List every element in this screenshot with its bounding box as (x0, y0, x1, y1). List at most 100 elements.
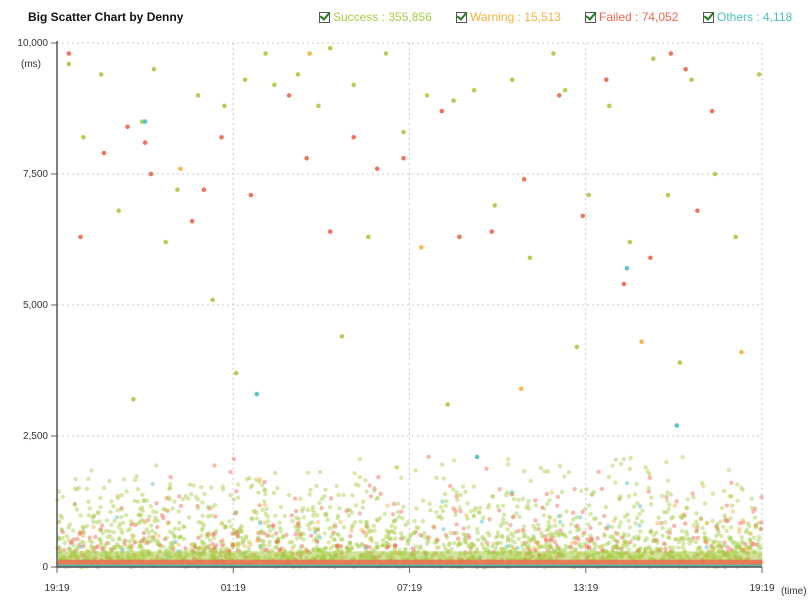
scatter-point (310, 507, 315, 513)
scatter-point (605, 541, 610, 547)
scatter-point (187, 482, 193, 487)
point-success (471, 87, 477, 93)
scatter-point (719, 533, 724, 539)
scatter-point (561, 532, 567, 537)
scatter-point (619, 535, 625, 540)
scatter-point (355, 543, 360, 548)
scatter-point (743, 529, 748, 535)
scatter-point (555, 545, 561, 550)
legend-item-failed[interactable]: Failed : 74,052 (585, 10, 678, 24)
scatter-point (137, 541, 142, 546)
scatter-point (254, 538, 260, 544)
scatter-point (498, 540, 503, 546)
scatter-point (154, 463, 159, 468)
legend-item-warning[interactable]: Warning : 15,513 (456, 10, 561, 24)
scatter-point (266, 543, 272, 548)
scatter-point (326, 540, 332, 545)
scatter-point (740, 487, 745, 492)
scatter-point (569, 521, 574, 527)
legend-item-others[interactable]: Others : 4,118 (703, 10, 792, 24)
scatter-point (372, 488, 377, 494)
scatter-point (119, 507, 124, 512)
scatter-point (141, 498, 146, 503)
scatter-point (335, 513, 341, 519)
scatter-point (466, 525, 471, 530)
scatter-point (233, 510, 238, 515)
scatter-point (235, 531, 240, 536)
scatter-point (493, 545, 499, 551)
scatter-point (416, 525, 421, 531)
scatter-point (199, 520, 204, 525)
scatter-point (563, 547, 568, 552)
scatter-point (347, 540, 352, 545)
scatter-point (623, 514, 628, 519)
scatter-point (263, 491, 268, 497)
scatter-point (485, 530, 490, 535)
legend-separator: : (514, 10, 525, 24)
scatter-point (258, 531, 263, 536)
point-warning (518, 386, 524, 392)
legend-item-success[interactable]: Success : 355,856 (319, 10, 432, 24)
scatter-point (212, 547, 217, 552)
checkbox-warning-icon[interactable] (456, 11, 467, 23)
scatter-point (150, 509, 156, 514)
scatter-point (434, 537, 439, 542)
scatter-point (247, 476, 252, 481)
scatter-point (487, 517, 492, 522)
x-tick-label: 19:19 (44, 583, 69, 594)
scatter-point (358, 519, 363, 524)
scatter-point (440, 508, 446, 514)
scatter-point (176, 535, 182, 540)
scatter-point (200, 500, 205, 505)
scatter-point (167, 497, 172, 502)
scatter-point (347, 508, 353, 513)
scatter-point (262, 502, 268, 508)
scatter-point (307, 526, 312, 532)
scatter-point (234, 489, 239, 494)
checkbox-others-icon[interactable] (703, 11, 714, 23)
scatter-point (683, 521, 688, 526)
scatter-point (443, 546, 448, 551)
scatter-point (536, 545, 541, 550)
scatter-point (256, 530, 261, 536)
scatter-point (704, 520, 709, 526)
scatter-point (393, 525, 398, 530)
scatter-point (602, 513, 607, 519)
scatter-point (72, 501, 77, 507)
scatter-point (101, 485, 107, 491)
scatter-point (197, 547, 202, 552)
scatter-point (397, 547, 402, 553)
scatter-point (680, 545, 685, 550)
scatter-point (228, 493, 233, 498)
scatter-point (236, 495, 241, 500)
scatter-point (685, 536, 690, 542)
scatter-point (634, 481, 639, 487)
scatter-point (266, 523, 271, 529)
scatter-point (155, 542, 161, 547)
scatter-point (111, 504, 116, 509)
scatter-point (150, 528, 155, 533)
scatter-point (363, 545, 368, 551)
scatter-point (418, 546, 423, 551)
checkbox-failed-icon[interactable] (585, 11, 596, 23)
scatter-point (228, 524, 233, 529)
scatter-point (665, 490, 670, 495)
scatter-point (392, 530, 397, 536)
scatter-point (610, 534, 616, 539)
scatter-point (95, 544, 100, 549)
scatter-point (336, 533, 341, 538)
scatter-point (703, 539, 709, 544)
scatter-point (176, 542, 181, 547)
scatter-point (533, 540, 538, 545)
scatter-point (601, 543, 606, 548)
scatter-point (294, 528, 299, 533)
scatter-point (447, 541, 452, 546)
scatter-point (238, 541, 244, 546)
checkbox-success-icon[interactable] (319, 11, 330, 23)
scatter-point (150, 482, 155, 487)
scatter-point (509, 531, 514, 536)
scatter-point (758, 526, 764, 532)
scatter-point (499, 546, 505, 552)
scatter-point (615, 546, 621, 551)
